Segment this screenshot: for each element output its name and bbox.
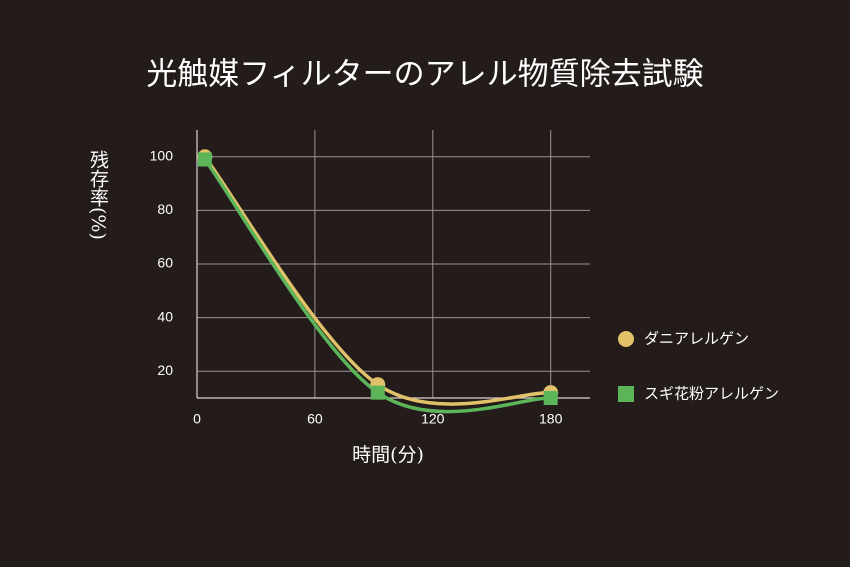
y-tick-label: 80 <box>157 201 173 217</box>
legend-marker <box>618 331 634 347</box>
x-tick-label: 0 <box>193 411 201 427</box>
y-axis-label: 残存率(%) <box>87 150 109 240</box>
x-tick-label: 180 <box>539 411 563 427</box>
y-tick-label: 20 <box>157 362 173 378</box>
x-tick-label: 120 <box>421 411 445 427</box>
legend-marker <box>618 386 634 402</box>
data-point <box>370 385 385 400</box>
legend-label: スギ花粉アレルゲン <box>644 385 779 403</box>
x-tick-label: 60 <box>307 411 323 427</box>
x-axis-label: 時間(分) <box>352 444 424 466</box>
y-tick-label: 60 <box>157 255 173 271</box>
y-tick-label: 40 <box>157 308 173 324</box>
chart-title: 光触媒フィルターのアレル物質除去試験 <box>146 57 703 93</box>
legend-label: ダニアレルゲン <box>644 330 749 348</box>
series-line <box>203 158 551 414</box>
data-point <box>197 152 212 167</box>
y-tick-label: 100 <box>150 148 174 164</box>
series-line <box>203 155 551 406</box>
data-point <box>543 391 558 405</box>
